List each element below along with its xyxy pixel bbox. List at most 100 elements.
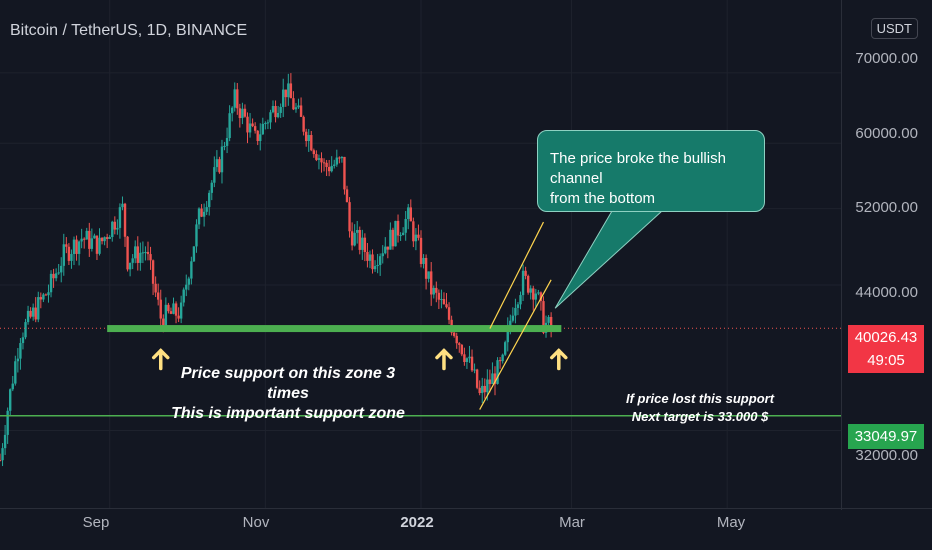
candle-body xyxy=(3,434,7,449)
x-tick-mar: Mar xyxy=(559,514,585,531)
candle-body xyxy=(409,207,412,222)
candle xyxy=(77,240,81,266)
candle xyxy=(368,250,372,269)
candle xyxy=(238,103,242,128)
candle xyxy=(488,369,492,393)
candle-body xyxy=(195,224,198,247)
candle-body xyxy=(432,287,435,295)
candle xyxy=(197,207,201,230)
candle xyxy=(136,236,139,271)
candle xyxy=(547,315,550,325)
candle xyxy=(202,203,206,227)
candle xyxy=(243,104,247,118)
candle xyxy=(179,295,183,324)
candle-body xyxy=(24,322,27,338)
candle xyxy=(358,226,361,255)
candle-body xyxy=(348,202,351,232)
candle xyxy=(223,141,226,151)
candle xyxy=(532,285,535,311)
candle xyxy=(470,349,474,373)
candle xyxy=(228,105,231,142)
candle xyxy=(80,228,83,249)
candle-body xyxy=(264,123,267,125)
candle-body xyxy=(236,89,239,109)
candle xyxy=(213,156,216,188)
candle xyxy=(88,222,91,257)
candle xyxy=(95,235,99,261)
candle xyxy=(236,83,239,115)
candle xyxy=(287,73,290,106)
y-tick-70000: 70000.00 xyxy=(855,50,918,67)
candle xyxy=(121,196,124,211)
candle-body xyxy=(371,254,374,270)
candle xyxy=(414,228,418,251)
candle-body xyxy=(542,301,545,333)
candle-body xyxy=(539,292,543,302)
candle-body xyxy=(177,315,180,319)
candle xyxy=(128,262,132,277)
candle xyxy=(144,246,147,261)
candle xyxy=(442,292,446,305)
candle-body xyxy=(468,356,471,359)
candle xyxy=(39,292,43,309)
candle xyxy=(330,156,333,173)
candle-body xyxy=(304,131,308,142)
candle xyxy=(325,159,328,176)
candle xyxy=(384,237,387,255)
x-tick-may: May xyxy=(716,514,746,531)
candle-body xyxy=(169,311,173,314)
candle xyxy=(327,159,331,177)
candle-body xyxy=(350,231,354,246)
candle-body xyxy=(498,360,502,362)
candle-body xyxy=(401,232,405,236)
candle-body xyxy=(233,89,236,108)
currency-button[interactable]: USDT xyxy=(870,18,918,39)
candle-body xyxy=(261,123,265,135)
candle-body xyxy=(292,98,295,110)
grid-lines xyxy=(0,0,932,509)
candle-body xyxy=(213,167,216,183)
price-axis[interactable] xyxy=(841,0,932,510)
candle xyxy=(539,291,543,311)
candle-body xyxy=(442,299,446,305)
candlesticks xyxy=(0,73,553,467)
candle-body xyxy=(218,159,221,173)
candle-body xyxy=(483,385,486,393)
candle-body xyxy=(493,373,497,384)
candle-body xyxy=(230,107,234,114)
candle xyxy=(458,342,461,353)
candle xyxy=(366,243,369,268)
candle xyxy=(391,227,395,250)
candle-body xyxy=(251,123,254,127)
candle-body xyxy=(223,145,226,147)
candle xyxy=(111,220,114,242)
candle-body xyxy=(537,292,540,294)
candle-body xyxy=(49,273,53,293)
candle xyxy=(200,204,203,218)
candle-body xyxy=(511,315,515,321)
candle-body xyxy=(164,304,168,327)
candle-body xyxy=(529,288,532,293)
candle-body xyxy=(167,304,170,312)
candle xyxy=(146,241,150,261)
candle-body xyxy=(549,316,553,329)
candle xyxy=(404,210,407,241)
candle-body xyxy=(141,252,145,254)
candle-body xyxy=(34,307,37,320)
candle-body xyxy=(399,235,402,237)
candle xyxy=(34,297,37,323)
candle-body xyxy=(121,203,124,208)
candle-body xyxy=(287,83,290,98)
candle-body xyxy=(16,358,20,362)
candle xyxy=(154,276,157,297)
candle xyxy=(190,256,193,285)
candle-body xyxy=(312,150,316,155)
candle xyxy=(118,203,122,239)
candle xyxy=(529,285,532,300)
candle-body xyxy=(26,310,30,323)
candle-body xyxy=(57,272,60,274)
candle-body xyxy=(475,369,479,388)
candle-body xyxy=(333,164,336,166)
callout-box[interactable]: The price broke the bullish channel from… xyxy=(537,130,765,212)
candle xyxy=(218,156,221,174)
